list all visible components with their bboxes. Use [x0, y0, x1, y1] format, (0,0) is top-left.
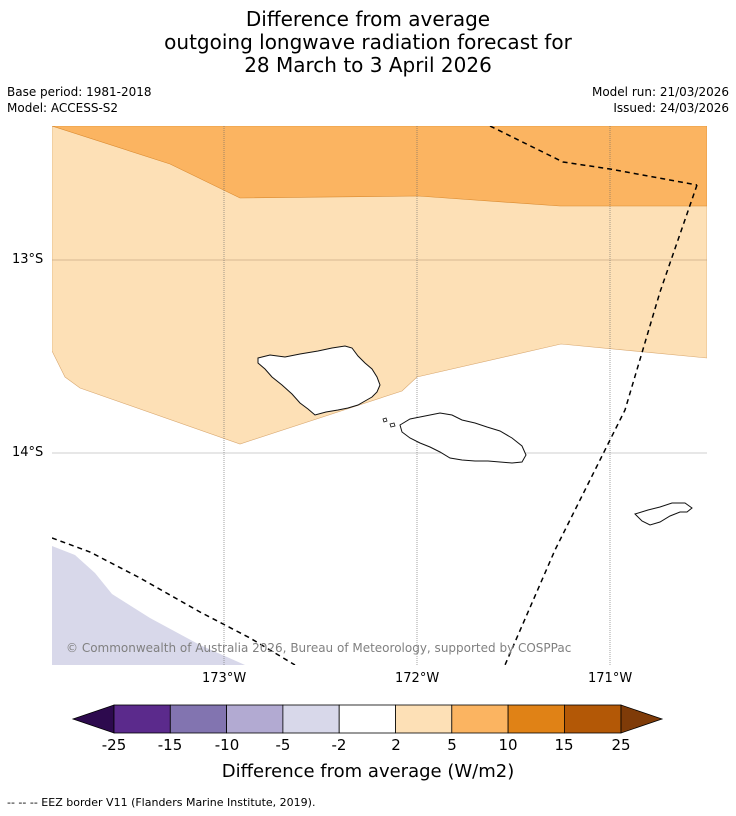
colorbar-swatch-10-15 — [507, 704, 565, 734]
eez-legend: -- -- -- EEZ border V11 (Flanders Marine… — [7, 796, 316, 809]
coastline-tutuila — [634, 502, 693, 526]
colorbar-swatch-minus15-minus10 — [169, 704, 228, 734]
colorbar-swatch-15-25 — [564, 704, 622, 734]
colorbar-tick: -10 — [214, 736, 240, 754]
colorbar — [71, 704, 664, 734]
lon-label-171w: 171°W — [588, 671, 633, 686]
title-line-1: Difference from average — [245, 7, 491, 31]
issued-date: Issued: 24/03/2026 — [613, 101, 729, 115]
chart-title: Difference from average outgoing longwav… — [0, 8, 736, 77]
colorbar-label: Difference from average (W/m2) — [221, 761, 515, 782]
colorbar-tick: 2 — [391, 736, 401, 754]
lon-label-172w: 172°W — [395, 671, 440, 686]
colorbar-swatch-5-10 — [451, 704, 509, 734]
eez-border-samoa-east — [504, 184, 698, 665]
colorbar-tick: 10 — [498, 736, 518, 754]
colorbar-tick: -2 — [331, 736, 347, 754]
eez-border-samoa-north — [489, 126, 698, 186]
lat-label-14s: 14°S — [12, 445, 44, 460]
anomaly-region-2-to-5 — [52, 126, 707, 445]
colorbar-tick: 15 — [554, 736, 574, 754]
colorbar-tick: 5 — [447, 736, 457, 754]
copyright-notice: © Commonwealth of Australia 2026, Bureau… — [66, 641, 572, 655]
anomaly-region-minus-5-to-minus-2 — [52, 546, 245, 665]
colorbar-arrow-high — [620, 704, 664, 734]
model-run: Model run: 21/03/2026 — [591, 85, 729, 99]
colorbar-tick: 25 — [611, 736, 631, 754]
lat-label-13s: 13°S — [12, 252, 44, 267]
colorbar-swatch-minus25-minus15 — [113, 704, 171, 734]
colorbar-tick: -25 — [101, 736, 127, 754]
base-period: Base period: 1981-2018 — [7, 85, 152, 99]
colorbar-tick: -5 — [275, 736, 291, 754]
colorbar-arrow-low — [71, 704, 115, 734]
coastline-upolu — [399, 412, 527, 464]
meta-left: Base period: 1981-2018 Model: ACCESS-S2 — [7, 84, 152, 116]
colorbar-swatch-minus5-minus2 — [282, 704, 340, 734]
title-line-3: 28 March to 3 April 2026 — [244, 53, 492, 77]
lon-label-173w: 173°W — [202, 671, 247, 686]
colorbar-swatch-minus10-minus5 — [226, 704, 284, 734]
colorbar-swatch-minus2-2 — [338, 704, 396, 734]
coastline-apolima — [382, 417, 388, 423]
meta-right: Model run: 21/03/2026 Issued: 24/03/2026 — [592, 84, 729, 116]
colorbar-tick: -15 — [157, 736, 183, 754]
colorbar-swatch-2-5 — [395, 704, 453, 734]
coastline-savaii — [257, 345, 381, 416]
coastline-manono — [389, 422, 396, 428]
title-line-2: outgoing longwave radiation forecast for — [164, 30, 572, 54]
map-area — [52, 126, 707, 665]
anomaly-region-5-to-10 — [52, 126, 707, 207]
model-name: Model: ACCESS-S2 — [7, 101, 119, 115]
